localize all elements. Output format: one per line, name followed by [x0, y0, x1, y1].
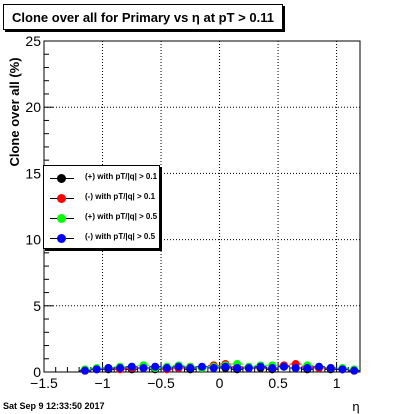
- y-tick-label: 15: [25, 165, 41, 181]
- y-axis-label: Clone over all (%): [7, 57, 22, 166]
- timestamp-footer: Sat Sep 9 12:33:50 2017: [3, 401, 105, 411]
- y-tick-label: 25: [25, 33, 41, 49]
- data-point: [186, 364, 195, 373]
- legend-entry: (+) with pT/|q| > 0.1: [44, 170, 161, 188]
- x-tick-label: 0.5: [268, 375, 288, 391]
- y-tick-label: 5: [33, 298, 41, 314]
- legend-marker: [57, 234, 66, 243]
- x-tick-label: −1: [95, 375, 111, 391]
- data-marks: [79, 360, 360, 375]
- data-point: [268, 364, 277, 373]
- data-point: [151, 362, 160, 371]
- legend-entry: (-) with pT/|q| > 0.1: [44, 190, 161, 208]
- data-point: [315, 362, 324, 371]
- data-point: [92, 365, 101, 374]
- legend-entry: (+) with pT/|q| > 0.5: [44, 210, 161, 228]
- data-point: [233, 364, 242, 373]
- data-point: [350, 366, 359, 375]
- data-point: [162, 364, 171, 373]
- data-point: [139, 364, 148, 373]
- data-point: [279, 362, 288, 371]
- legend-marker: [57, 194, 66, 203]
- legend-marker: [57, 214, 66, 223]
- data-point: [198, 362, 206, 371]
- data-point: [244, 364, 253, 373]
- data-point: [80, 366, 89, 375]
- data-point: [303, 364, 312, 373]
- legend-label: (-) with pT/|q| > 0.5: [85, 232, 156, 241]
- data-point: [174, 362, 183, 371]
- legend-marker: [57, 174, 66, 183]
- y-tick-label: 0: [33, 364, 41, 380]
- y-tick-label: 10: [25, 232, 41, 248]
- legend-entry: (-) with pT/|q| > 0.5: [44, 230, 161, 248]
- series-4: [79, 362, 360, 375]
- data-point: [256, 362, 265, 371]
- data-point: [209, 364, 218, 373]
- legend-label: (+) with pT/|q| > 0.5: [85, 212, 158, 221]
- data-point: [104, 364, 113, 373]
- data-point: [338, 365, 347, 374]
- data-point: [291, 364, 300, 373]
- chart-title: Clone over all for Primary vs η at pT > …: [3, 4, 283, 30]
- y-tick-label: 20: [25, 99, 41, 115]
- x-axis-label: η: [352, 399, 359, 414]
- x-tick-label: 0: [216, 375, 224, 391]
- legend-label: (+) with pT/|q| > 0.1: [85, 172, 158, 181]
- legend: (+) with pT/|q| > 0.1 (-) with pT/|q| > 0…: [43, 165, 160, 249]
- x-tick-label: −1.5: [30, 375, 58, 391]
- data-point: [221, 362, 230, 371]
- legend-label: (-) with pT/|q| > 0.1: [85, 192, 156, 201]
- data-point: [326, 364, 335, 373]
- data-point: [116, 364, 125, 373]
- x-tick-label: 1: [333, 375, 341, 391]
- x-tick-label: −0.5: [147, 375, 175, 391]
- data-point: [127, 362, 136, 371]
